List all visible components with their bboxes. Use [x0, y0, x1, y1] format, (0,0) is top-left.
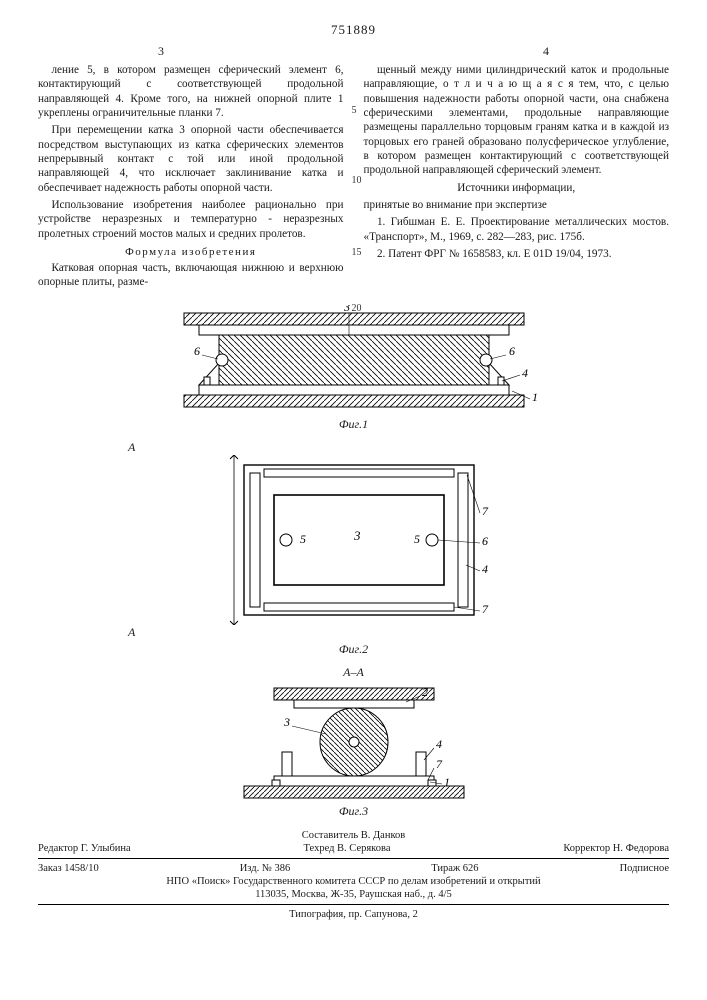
- page-right: 4: [543, 44, 549, 59]
- footer-techred: Техред В. Серякова: [304, 843, 391, 854]
- footer: Составитель В. Данков Редактор Г. Улыбин…: [38, 829, 669, 921]
- ref2: 2. Патент ФРГ № 1658583, кл. E 01D 19/04…: [364, 247, 670, 261]
- svg-text:2: 2: [422, 685, 428, 699]
- section-mark-a-bottom: А: [128, 625, 135, 639]
- svg-text:6: 6: [482, 534, 488, 548]
- svg-text:3: 3: [283, 715, 290, 729]
- svg-text:4: 4: [436, 737, 442, 751]
- figure-2-label: Фиг.2: [339, 642, 368, 657]
- figure-1-label: Фиг.1: [339, 417, 368, 432]
- sources-header: Источники информации,: [364, 181, 670, 195]
- svg-text:4: 4: [482, 562, 488, 576]
- svg-text:7: 7: [436, 757, 443, 771]
- left-p4: Катковая опорная часть, включающая нижню…: [38, 261, 344, 290]
- section-mark-a-top: А: [128, 440, 135, 454]
- section-mark-bottom: А: [128, 625, 135, 640]
- footer-editor: Редактор Г. Улыбина: [38, 843, 131, 854]
- left-p2: При перемещении катка 3 опорной части об…: [38, 123, 344, 195]
- ln-5: 5: [352, 105, 357, 118]
- svg-text:5: 5: [300, 532, 306, 546]
- footer-org1: НПО «Поиск» Государственного комитета СС…: [38, 875, 669, 888]
- figure-3: А–А: [38, 665, 669, 819]
- page-left: 3: [158, 44, 164, 59]
- svg-text:3: 3: [343, 305, 350, 314]
- page-numbers: 3 4: [38, 44, 669, 59]
- document-number: 751889: [38, 22, 669, 38]
- left-p1: ление 5, в котором размещен сферический …: [38, 63, 344, 120]
- svg-text:4: 4: [522, 366, 528, 380]
- figures-region: 3 6 6 4 1 Фиг.1 А: [38, 305, 669, 819]
- figure-1-svg: 3 6 6 4 1: [144, 305, 564, 415]
- ref1: 1. Гибшман Е. Е. Проектирование металлич…: [364, 215, 670, 244]
- footer-typography: Типография, пр. Сапунова, 2: [38, 908, 669, 921]
- left-column: ление 5, в котором размещен сферический …: [38, 63, 344, 293]
- footer-izd: Изд. № 386: [240, 863, 291, 874]
- footer-order: Заказ 1458/10: [38, 863, 99, 874]
- svg-text:5: 5: [414, 532, 420, 546]
- figure-2: А 3 5 5 7 6 4: [38, 440, 669, 657]
- figure-3-svg: 2 3 4 7 1: [204, 682, 504, 802]
- svg-text:1: 1: [444, 775, 450, 789]
- svg-text:3: 3: [353, 528, 361, 543]
- figure-1: 3 6 6 4 1 Фиг.1: [38, 305, 669, 432]
- svg-text:7: 7: [482, 504, 489, 518]
- svg-text:1: 1: [532, 390, 538, 404]
- svg-text:6: 6: [509, 344, 515, 358]
- footer-compiler: Составитель В. Данков: [38, 829, 669, 842]
- figure-3-label: Фиг.3: [339, 804, 368, 819]
- footer-podpisnoe: Подписное: [620, 863, 669, 874]
- left-p3: Использование изобретения наиболее рацио…: [38, 198, 344, 241]
- right-p1: щенный между ними цилиндрический каток и…: [364, 63, 670, 178]
- ln-15: 15: [352, 247, 362, 260]
- text-columns: ление 5, в котором размещен сферический …: [38, 63, 669, 293]
- section-mark-top: А: [128, 440, 135, 455]
- svg-text:6: 6: [194, 344, 200, 358]
- svg-text:7: 7: [482, 602, 489, 616]
- formula-header: Формула изобретения: [38, 245, 344, 259]
- right-column: 5 10 15 20 щенный между ними цилиндричес…: [364, 63, 670, 293]
- ln-20: 20: [352, 303, 362, 316]
- footer-org2: 113035, Москва, Ж-35, Раушская наб., д. …: [38, 888, 669, 901]
- footer-tirazh: Тираж 626: [431, 863, 478, 874]
- footer-corrector: Корректор Н. Федорова: [563, 843, 669, 854]
- ln-10: 10: [352, 175, 362, 188]
- sources-sub: принятые во внимание при экспертизе: [364, 198, 670, 212]
- section-title: А–А: [343, 665, 364, 680]
- figure-2-svg: 3 5 5 7 6 4 7: [204, 455, 504, 625]
